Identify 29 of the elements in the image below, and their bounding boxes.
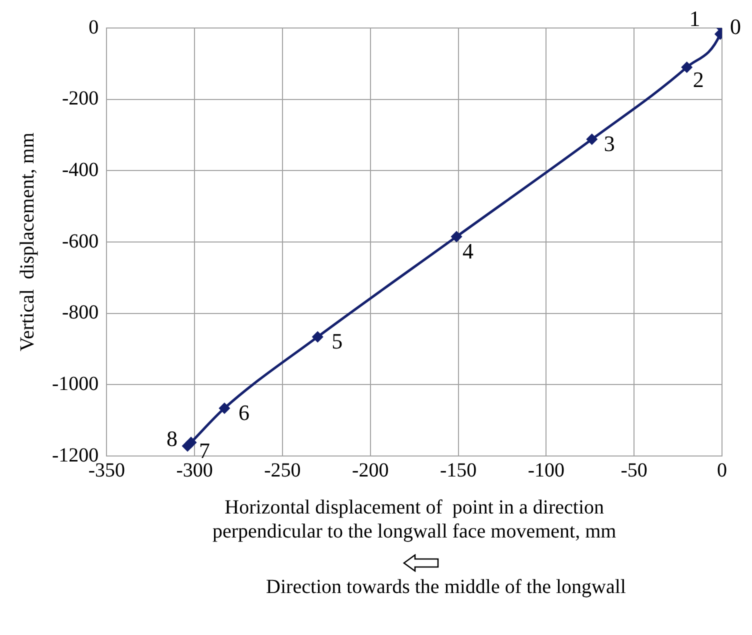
y-tick-label: -200 (62, 88, 99, 110)
y-axis-title: Vertical displacement, mm (16, 132, 38, 352)
y-tick-label: -400 (62, 158, 99, 181)
point (219, 402, 230, 414)
annotation: 8 (166, 426, 178, 451)
text: Direction towards the middle of the longwall (265, 576, 627, 599)
x-tick-label: -250 (264, 459, 301, 482)
annotation: 2 (692, 67, 704, 92)
x-tick-label: 0 (717, 459, 727, 482)
annotation: 1 (689, 6, 700, 31)
annotation: 3 (604, 131, 615, 156)
y-tick-label: -1000 (52, 372, 99, 395)
y-tick-label: 0 (88, 16, 99, 38)
annotation: 4 (462, 238, 474, 264)
y-tick-label: -600 (62, 230, 99, 252)
y-tick-label: -800 (62, 302, 99, 324)
point (451, 231, 462, 242)
point (182, 440, 193, 452)
point (586, 134, 598, 145)
annotation: 6 (238, 400, 250, 425)
annotation: 5 (332, 328, 343, 354)
point (312, 332, 323, 342)
x-tick-label: -100 (528, 459, 565, 482)
point (682, 62, 692, 72)
x-tick-label: -150 (440, 459, 477, 482)
annotation: 0 (730, 14, 741, 39)
x-tick-label: -200 (352, 459, 389, 482)
x-axis-title: Horizontal displacement of point in a direction perpendicular to the longwall face movement, mm (212, 496, 617, 542)
x-tick-label: -50 (620, 459, 648, 482)
